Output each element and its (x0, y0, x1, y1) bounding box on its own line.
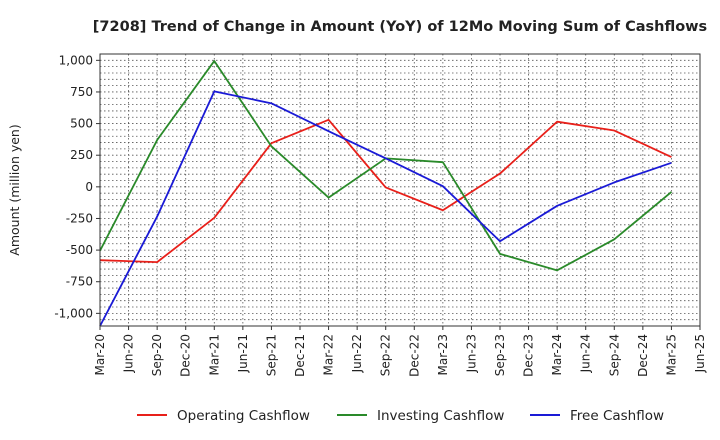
y-tick-label: 750 (70, 85, 93, 99)
x-tick-label: Mar-25 (664, 334, 678, 375)
series-line-free-cashflow (99, 90, 672, 327)
x-tick-label: Dec-23 (522, 334, 536, 377)
x-tick-label: Jun-21 (236, 334, 250, 373)
y-tick-label: -500 (66, 243, 93, 257)
y-axis-label: Amount (million yen) (7, 124, 22, 255)
y-tick-label: 1,000 (59, 53, 93, 67)
x-tick-label: Mar-22 (322, 334, 336, 375)
x-tick-label: Dec-24 (636, 334, 650, 377)
y-tick-label: 500 (70, 117, 93, 131)
x-tick-label: Sep-21 (264, 334, 278, 376)
series-lines (99, 60, 673, 327)
x-tick-label: Dec-22 (407, 334, 421, 377)
x-tick-label: Jun-20 (122, 334, 136, 373)
y-tick-label: -1,000 (54, 306, 93, 320)
legend-label-free-cashflow: Free Cashflow (570, 408, 664, 424)
legend-label-operating-cashflow: Operating Cashflow (177, 408, 310, 424)
x-tick-label: Mar-20 (93, 334, 107, 375)
x-tick-label: Jun-24 (579, 334, 593, 373)
x-tick-label: Sep-24 (607, 334, 621, 376)
plot-frame (99, 53, 701, 327)
y-tick-label: -250 (66, 211, 93, 225)
x-tick-label: Sep-23 (493, 334, 507, 376)
x-tick-label: Mar-21 (207, 334, 221, 375)
x-tick-label: Jun-22 (350, 334, 364, 373)
x-tick-label: Sep-20 (150, 334, 164, 376)
y-tick-label: -750 (66, 275, 93, 289)
x-tick-label: Mar-24 (550, 334, 564, 375)
x-tick-label: Dec-20 (179, 334, 193, 377)
x-tick-label: Jun-23 (464, 334, 478, 373)
chart-title: [7208] Trend of Change in Amount (YoY) o… (93, 19, 707, 35)
y-tick-label: 250 (70, 148, 93, 162)
x-tick-label: Sep-22 (379, 334, 393, 376)
legend: Operating Cashflow Investing Cashflow Free… (137, 408, 664, 424)
series-line-operating-cashflow (99, 118, 672, 264)
x-tick-label: Jun-25 (693, 334, 707, 373)
x-tick-label: Dec-21 (293, 334, 307, 377)
y-tick-label: 0 (85, 180, 93, 194)
x-tick-label: Mar-23 (436, 334, 450, 375)
legend-label-investing-cashflow: Investing Cashflow (377, 408, 504, 424)
